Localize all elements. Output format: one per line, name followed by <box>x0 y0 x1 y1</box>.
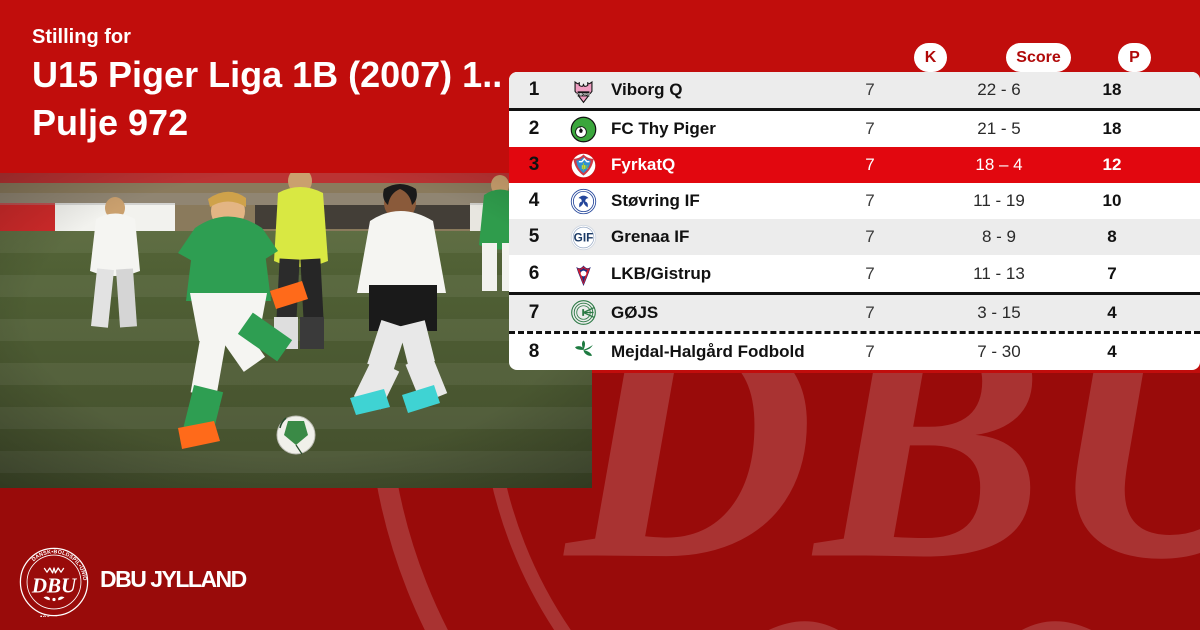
svg-text:K: K <box>584 165 588 171</box>
svg-text:VIBORG: VIBORG <box>576 92 590 96</box>
svg-text:•1889•: •1889• <box>39 612 60 617</box>
svg-text:DBU: DBU <box>31 574 78 598</box>
svg-text:DBU: DBU <box>560 373 1200 630</box>
svg-text:GIF: GIF <box>573 231 593 245</box>
